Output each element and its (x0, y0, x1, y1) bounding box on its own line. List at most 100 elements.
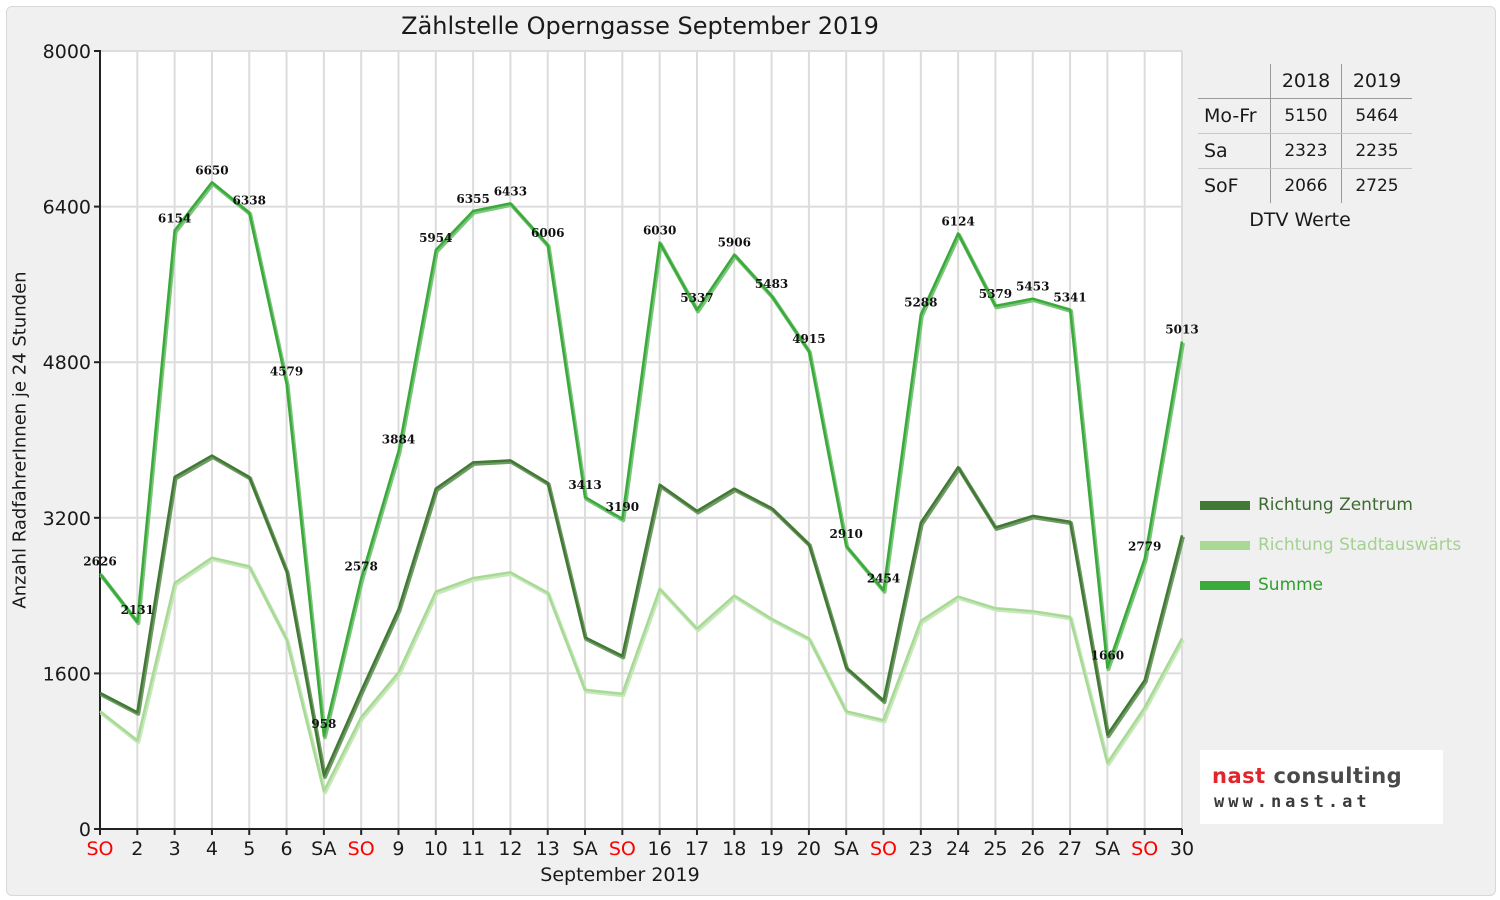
dtv-table: 2018 2019 Mo-Fr 5150 5464 Sa 2323 2235 S… (1198, 64, 1412, 203)
data-label: 1660 (1091, 649, 1124, 663)
x-tick-label: SA (311, 838, 336, 860)
x-tick-label: 25 (983, 838, 1007, 860)
x-tick-label: 4 (206, 838, 218, 860)
legend-label-stadtauswaerts: Richtung Stadtauswärts (1258, 535, 1462, 555)
x-tick-label: SO (1131, 838, 1158, 860)
logo-part-nast: nast (1212, 764, 1266, 788)
x-tick-label: 9 (392, 838, 404, 860)
x-tick-label: SA (1095, 838, 1120, 860)
data-label: 4915 (792, 332, 825, 346)
logo-part-consulting: consulting (1265, 764, 1403, 788)
dtv-value-2019: 2235 (1341, 133, 1412, 169)
y-tick-label: 0 (79, 819, 91, 841)
x-tick-label: 24 (946, 838, 970, 860)
legend-swatch-stadtauswaerts (1200, 540, 1250, 550)
x-tick-label: 16 (648, 838, 672, 860)
x-tick-label: 26 (1021, 838, 1045, 860)
x-tick-label: 5 (243, 838, 255, 860)
plot-area (100, 51, 1182, 829)
dtv-row-mofr: Mo-Fr 5150 5464 (1198, 98, 1412, 134)
y-tick-label: 3200 (43, 508, 91, 530)
x-tick-label: SA (833, 838, 858, 860)
legend-item-summe: Summe (1200, 573, 1323, 597)
legend-label-zentrum: Richtung Zentrum (1258, 495, 1413, 515)
dtv-header-2019: 2019 (1341, 64, 1412, 99)
x-axis-label: September 2019 (540, 864, 700, 886)
x-tick-label: 12 (498, 838, 522, 860)
y-tick-label: 8000 (43, 41, 91, 63)
legend-item-zentrum: Richtung Zentrum (1200, 493, 1413, 517)
y-axis-label: Anzahl RadfahrerInnen je 24 Stunden (9, 271, 31, 609)
data-label: 4579 (270, 365, 303, 379)
dtv-row-label: Mo-Fr (1198, 98, 1271, 134)
dtv-row-label: Sa (1198, 133, 1271, 169)
data-label: 6030 (643, 224, 676, 238)
data-label: 2779 (1128, 540, 1161, 554)
data-label: 5013 (1165, 322, 1198, 336)
x-tick-label: 23 (909, 838, 933, 860)
dtv-value-2019: 5464 (1341, 98, 1412, 134)
legend-label-summe: Summe (1258, 575, 1324, 595)
data-label: 5906 (718, 236, 751, 250)
data-labels: 2626 2131 6154 6650 6338 4579 958 2578 3884 5954 6… (83, 163, 1198, 731)
data-label: 2454 (867, 571, 900, 585)
nast-consulting-logo: nast consulting www.nast.at (1200, 750, 1443, 824)
data-label: 6650 (195, 163, 228, 177)
series-line-1 (99, 556, 1184, 793)
x-tick-label: SA (572, 838, 597, 860)
legend-item-stadtauswaerts: Richtung Stadtauswärts (1200, 533, 1461, 557)
data-label: 6338 (233, 194, 266, 208)
x-tick-label: SO (348, 838, 375, 860)
x-tick-label: SO (870, 838, 897, 860)
y-tick-label: 1600 (43, 663, 91, 685)
series-lines (99, 181, 1185, 795)
logo-url: www.nast.at (1214, 792, 1371, 812)
x-tick-label: SO (86, 838, 113, 860)
data-label: 5341 (1053, 291, 1086, 305)
x-tick-label: 17 (685, 838, 709, 860)
grid-lines (100, 50, 1183, 829)
x-tick-label: 18 (722, 838, 746, 860)
data-label: 6355 (456, 192, 489, 206)
x-tick-label: 3 (169, 838, 181, 860)
x-tick-label: SO (609, 838, 636, 860)
x-tick-label: 11 (461, 838, 485, 860)
data-label: 5954 (419, 231, 452, 245)
x-tick-label: 6 (281, 838, 293, 860)
y-tick-label: 6400 (43, 197, 91, 219)
data-label: 3413 (568, 478, 601, 492)
dtv-row-sof: SoF 2066 2725 (1198, 168, 1412, 203)
x-tick-label: 30 (1170, 838, 1194, 860)
chart-title: Zählstelle Operngasse September 2019 (401, 12, 879, 40)
dtv-value-2018: 2323 (1270, 133, 1342, 169)
data-label: 6124 (941, 214, 974, 228)
data-label: 2910 (830, 527, 863, 541)
data-label: 2578 (344, 559, 377, 573)
data-label: 6433 (494, 184, 527, 198)
legend-swatch-zentrum (1200, 500, 1250, 510)
x-tick-label: 19 (759, 838, 783, 860)
dtv-value-2019: 2725 (1355, 176, 1399, 196)
data-label: 6006 (531, 226, 564, 240)
dtv-value-2018: 2066 (1270, 168, 1342, 203)
data-label: 5288 (904, 296, 937, 310)
dtv-caption: DTV Werte (1249, 209, 1351, 231)
x-tick-label: 13 (536, 838, 560, 860)
data-label: 5337 (680, 291, 713, 305)
dtv-row-sa: Sa 2323 2235 (1198, 133, 1412, 169)
y-tick-label: 4800 (43, 352, 91, 374)
dtv-value-2018: 5150 (1270, 98, 1342, 134)
data-label: 3884 (382, 432, 415, 446)
data-label: 6154 (158, 212, 191, 226)
data-label: 958 (311, 717, 336, 731)
dtv-row-label: SoF (1198, 168, 1271, 203)
dtv-header-row: 2018 2019 (1198, 64, 1412, 99)
dtv-header-empty (1198, 64, 1271, 99)
series-line-0 (99, 454, 1184, 777)
series-line-2 (99, 181, 1184, 738)
x-tick-label: 20 (797, 838, 821, 860)
data-label: 5483 (755, 277, 788, 291)
dtv-header-2018: 2018 (1270, 64, 1342, 99)
